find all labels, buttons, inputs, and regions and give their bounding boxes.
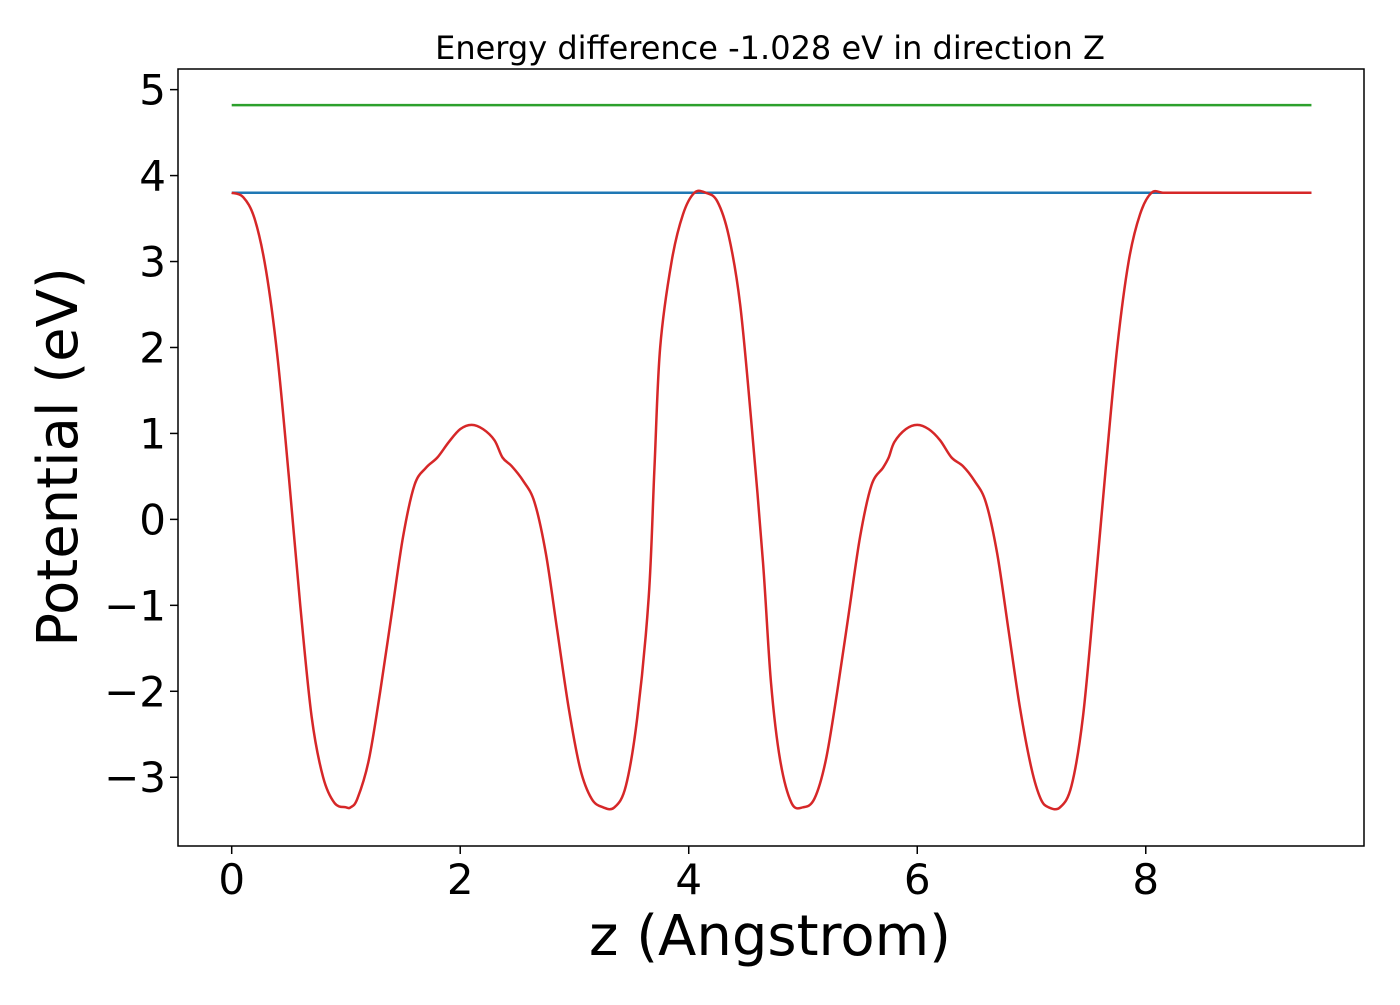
y-tick-label: −3 — [104, 753, 166, 802]
y-axis: −3 −2 −1 0 1 2 3 4 5 — [104, 66, 178, 802]
series-line-3 — [231, 189, 1312, 811]
plot-area — [231, 103, 1312, 811]
y-tick-label: −1 — [104, 581, 166, 630]
y-tick-label: 1 — [139, 409, 166, 458]
x-tick-label: 0 — [218, 855, 245, 904]
y-tick-label: −2 — [104, 667, 166, 716]
chart-title: Energy difference -1.028 eV in direction… — [435, 29, 1105, 67]
x-axis: 0 2 4 6 8 — [218, 846, 1159, 904]
y-tick-label: 3 — [139, 238, 166, 287]
x-axis-title: z (Angstrom) — [589, 904, 951, 969]
x-tick-label: 4 — [675, 855, 702, 904]
y-tick-label: 5 — [139, 66, 166, 115]
y-axis-title: Potential (eV) — [26, 267, 91, 647]
plot-frame — [177, 68, 1365, 847]
x-tick-label: 2 — [447, 855, 474, 904]
x-tick-label: 8 — [1132, 855, 1159, 904]
y-tick-label: 0 — [139, 495, 166, 544]
y-tick-label: 4 — [139, 152, 166, 201]
y-tick-label: 2 — [139, 323, 166, 372]
x-tick-label: 6 — [904, 855, 931, 904]
